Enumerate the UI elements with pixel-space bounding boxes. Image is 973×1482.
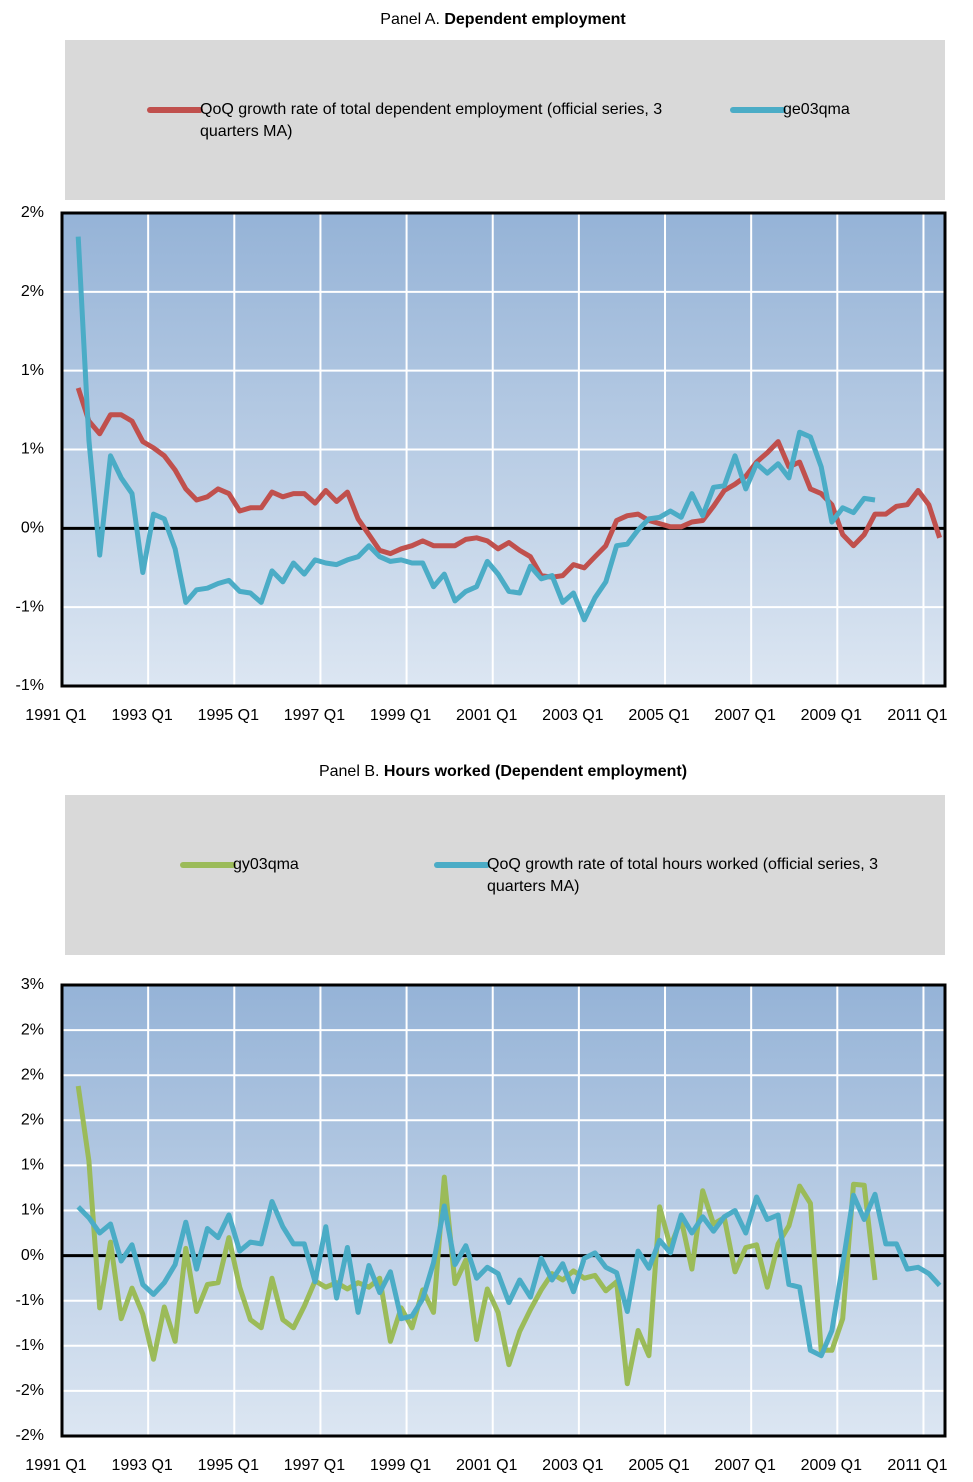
x-tick-label: 1993 Q1: [111, 1457, 172, 1474]
data-line: [75, 1085, 878, 1387]
y-tick-label: 2%: [21, 204, 44, 221]
legend-entry: gy03qma: [233, 856, 299, 873]
y-tick-label: -1%: [16, 1292, 44, 1309]
x-tick-label: 2009 Q1: [801, 1457, 862, 1474]
x-tick-label: 1993 Q1: [111, 707, 172, 724]
x-tick-label: 1991 Q1: [25, 1457, 86, 1474]
y-tick-label: 2%: [21, 283, 44, 300]
legend-box: [65, 795, 945, 955]
y-tick-label: 2%: [21, 1066, 44, 1083]
y-tick-label: -2%: [16, 1382, 44, 1399]
plot-border: [60, 211, 947, 688]
plot-border: [60, 983, 947, 1438]
data-line: [76, 1191, 942, 1359]
chart-title: Panel B. Hours worked (Dependent employm…: [319, 763, 687, 780]
y-tick-label: 0%: [21, 1247, 44, 1264]
data-line: [75, 236, 876, 623]
y-tick-label: 0%: [21, 520, 44, 537]
legend-label: QoQ growth rate of total hours worked (o…: [487, 856, 878, 895]
legend-label: QoQ growth rate of total dependent emplo…: [200, 101, 663, 140]
x-tick-label: 2009 Q1: [801, 707, 862, 724]
panel-title: Dependent employment: [444, 11, 626, 28]
legend-label: gy03qma: [233, 856, 299, 873]
legend-entry: ge03qma: [783, 101, 850, 118]
x-tick-label: 1995 Q1: [198, 1457, 259, 1474]
legend-entry: QoQ growth rate of total hours worked (o…: [487, 856, 878, 895]
y-tick-label: 3%: [21, 976, 44, 993]
y-tick-label: 1%: [21, 362, 44, 379]
x-tick-label: 1999 Q1: [370, 1457, 431, 1474]
legend-box: [65, 40, 945, 200]
x-tick-label: 2003 Q1: [542, 707, 603, 724]
panel-label: Panel A.: [380, 11, 440, 28]
x-tick-label: 1991 Q1: [25, 707, 86, 724]
x-tick-label: 1997 Q1: [284, 1457, 345, 1474]
y-tick-label: 1%: [21, 441, 44, 458]
y-tick-label: -1%: [16, 1337, 44, 1354]
x-tick-label: 2001 Q1: [456, 707, 517, 724]
y-tick-label: -2%: [16, 1427, 44, 1444]
x-tick-label: 1997 Q1: [284, 707, 345, 724]
x-tick-label: 2007 Q1: [714, 707, 775, 724]
y-tick-label: 2%: [21, 1021, 44, 1038]
panel-label: Panel B.: [319, 763, 379, 780]
x-tick-label: 2005 Q1: [628, 707, 689, 724]
y-tick-label: 2%: [21, 1112, 44, 1129]
x-tick-label: 2001 Q1: [456, 1457, 517, 1474]
x-tick-label: 2011 Q1: [887, 707, 947, 724]
x-tick-label: 2003 Q1: [542, 1457, 603, 1474]
legend-label: ge03qma: [783, 101, 850, 118]
y-tick-label: -1%: [16, 677, 44, 694]
x-tick-label: 2007 Q1: [714, 1457, 775, 1474]
data-line: [75, 387, 942, 580]
y-tick-label: -1%: [16, 598, 44, 615]
x-tick-label: 1995 Q1: [198, 707, 259, 724]
x-tick-label: 1999 Q1: [370, 707, 431, 724]
y-tick-label: 1%: [21, 1202, 44, 1219]
legend-entry: QoQ growth rate of total dependent emplo…: [200, 101, 663, 140]
x-tick-label: 2011 Q1: [887, 1457, 947, 1474]
y-tick-label: 1%: [21, 1157, 44, 1174]
x-tick-label: 2005 Q1: [628, 1457, 689, 1474]
chart-title: Panel A. Dependent employment: [380, 11, 626, 28]
panel-title: Hours worked (Dependent employment): [384, 763, 687, 780]
